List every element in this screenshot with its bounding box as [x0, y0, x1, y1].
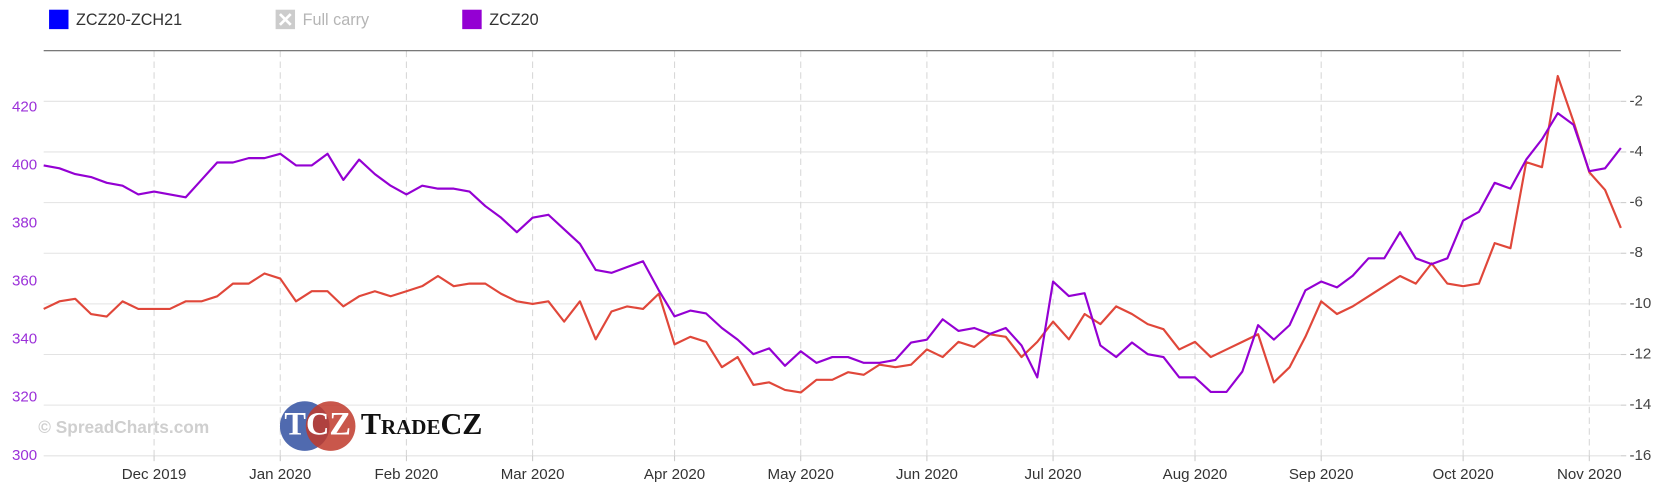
y-tick-label: 360: [12, 273, 37, 290]
series-line: [43, 112, 1622, 393]
x-tick-label: Dec 2019: [122, 466, 187, 483]
y-tick-label: 420: [12, 98, 37, 115]
y2-tick-label: -6: [1629, 194, 1642, 211]
logo-mark: TCZ: [284, 406, 351, 442]
x-tick-label: May 2020: [768, 466, 834, 483]
plot: [43, 74, 1622, 394]
legend-label: ZCZ20: [489, 11, 538, 29]
y-tick-label: 380: [12, 214, 37, 231]
logo: TCZ TradeCZ: [279, 401, 483, 451]
watermark: © SpreadCharts.com: [38, 417, 209, 437]
legend-marker: [462, 9, 482, 30]
x-tick-label: Oct 2020: [1432, 466, 1493, 483]
y2-tick-label: -8: [1629, 244, 1642, 261]
y-tick-label: 400: [12, 156, 37, 173]
legend-item[interactable]: ZCZ20: [462, 9, 539, 30]
x-tick-label: Nov 2020: [1557, 466, 1622, 483]
y2-tick-label: -2: [1629, 92, 1642, 109]
legend-item[interactable]: Full carry: [275, 9, 370, 30]
y-tick-label: 320: [12, 389, 37, 406]
y2-tick-label: -4: [1629, 143, 1642, 160]
x-tick-label: Feb 2020: [375, 466, 439, 483]
x-tick-label: Jan 2020: [249, 466, 311, 483]
x-tick-label: Mar 2020: [501, 466, 565, 483]
logo-text: TradeCZ: [361, 407, 483, 441]
x-tick-label: Apr 2020: [644, 466, 705, 483]
x-tick-label: Sep 2020: [1289, 466, 1354, 483]
legend-hidden-icon: [278, 13, 292, 26]
y2-tick-label: -12: [1629, 345, 1651, 362]
legend-label: Full carry: [303, 11, 370, 29]
legend-marker: [49, 9, 69, 30]
y2-tick-label: -10: [1629, 295, 1651, 312]
legend-item[interactable]: ZCZ20-ZCH21: [49, 9, 182, 30]
y-tick-label: 340: [12, 331, 37, 348]
logo-circle: [305, 401, 356, 451]
x-tick-label: Aug 2020: [1163, 466, 1228, 483]
series-line: [43, 74, 1622, 394]
x-tick-label: Jun 2020: [896, 466, 958, 483]
y-tick-label: 300: [12, 447, 37, 464]
x-tick-label: Jul 2020: [1025, 466, 1082, 483]
legend: ZCZ20-ZCH21 Full carry ZCZ20: [49, 9, 539, 30]
y2-tick-label: -16: [1629, 447, 1651, 464]
legend-label: ZCZ20-ZCH21: [76, 11, 182, 29]
y2-tick-label: -14: [1629, 396, 1651, 413]
